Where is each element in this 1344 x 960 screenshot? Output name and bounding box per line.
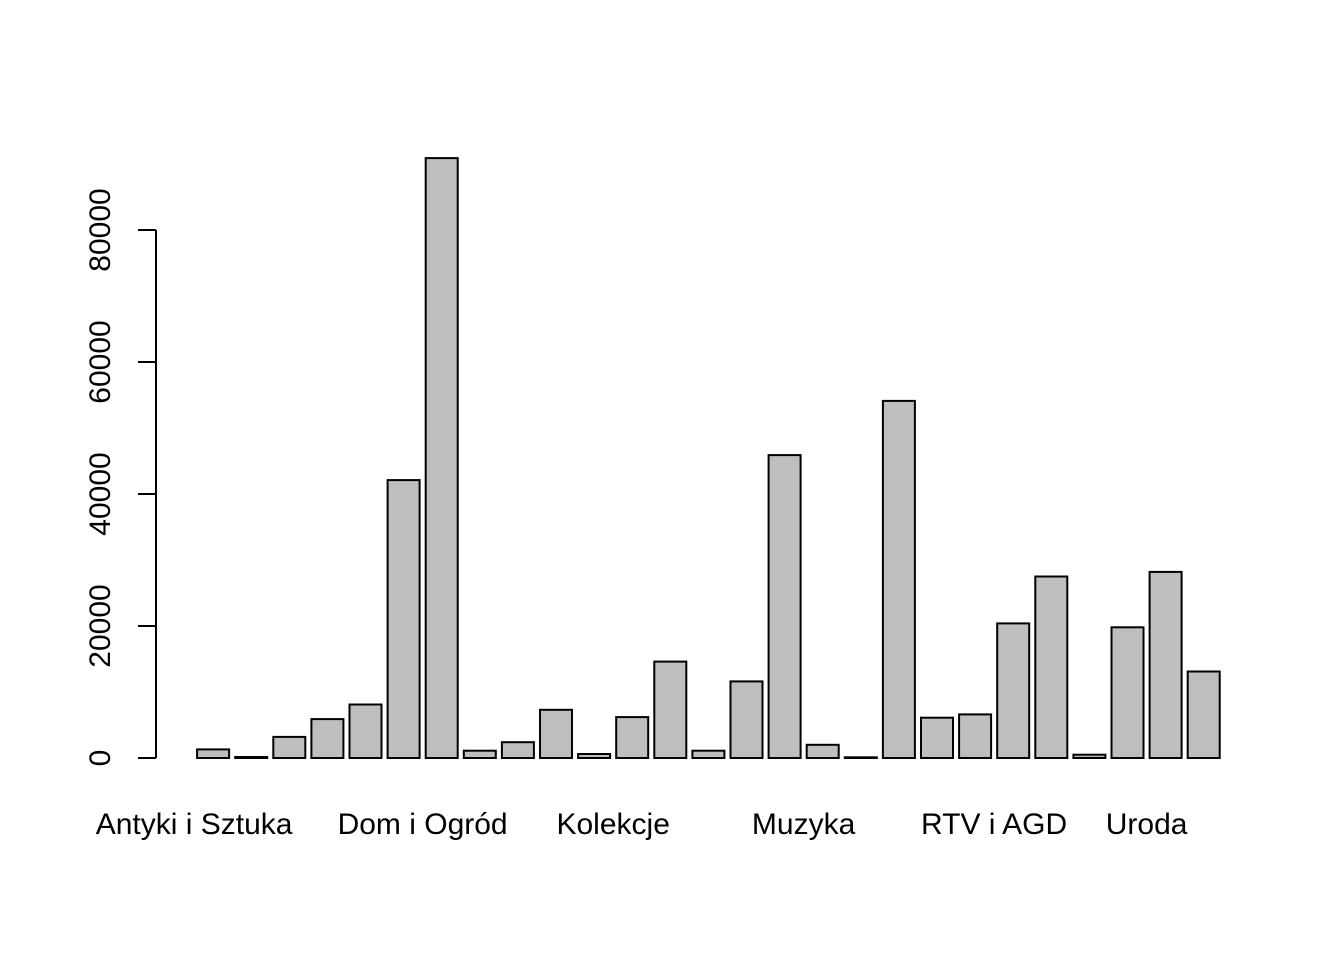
- x-category-label: RTV i AGD: [921, 808, 1067, 841]
- bar-8: [462, 749, 497, 760]
- bar-5: [348, 703, 383, 759]
- bar-7: [424, 157, 459, 760]
- bar-11: [577, 753, 612, 759]
- bars-layer: [196, 157, 1221, 760]
- bar-17: [805, 743, 840, 759]
- y-tick-label: 60000: [84, 320, 117, 403]
- bar-18: [843, 756, 878, 759]
- bar-19: [881, 399, 916, 759]
- bar-27: [1186, 670, 1221, 759]
- bar-20: [920, 716, 954, 760]
- bar-26: [1148, 570, 1183, 760]
- y-axis: 0 20000 40000 60000 80000: [84, 188, 157, 767]
- bar-15: [729, 680, 764, 760]
- bar-12: [615, 716, 650, 759]
- bar-10: [539, 708, 573, 759]
- y-tick-label: 80000: [84, 188, 117, 271]
- bar-21: [958, 713, 993, 760]
- y-tick-label: 0: [84, 750, 117, 767]
- x-category-label: Uroda: [1106, 808, 1188, 841]
- bar-1: [196, 748, 231, 760]
- bar-22: [996, 622, 1031, 760]
- y-tick-label: 20000: [84, 584, 117, 667]
- x-category-label: Kolekcje: [556, 808, 669, 841]
- x-category-label: Antyki i Sztuka: [96, 808, 293, 841]
- bar-6: [386, 479, 421, 759]
- x-category-label: Muzyka: [752, 808, 856, 841]
- x-category-label: Dom i Ogród: [338, 808, 508, 841]
- y-tick-label: 40000: [84, 452, 117, 535]
- bar-14: [691, 749, 726, 760]
- bar-23: [1034, 575, 1069, 759]
- bar-25: [1110, 626, 1145, 759]
- bar-24: [1072, 753, 1107, 760]
- bar-13: [653, 660, 688, 759]
- bar-16: [767, 454, 802, 759]
- bar-2: [234, 756, 269, 759]
- bar-9: [500, 741, 535, 760]
- category-labels: Antyki i Sztuka Dom i Ogród Kolekcje Muzyka…: [96, 808, 1188, 841]
- bar-4: [310, 718, 345, 759]
- bar-3: [272, 735, 307, 760]
